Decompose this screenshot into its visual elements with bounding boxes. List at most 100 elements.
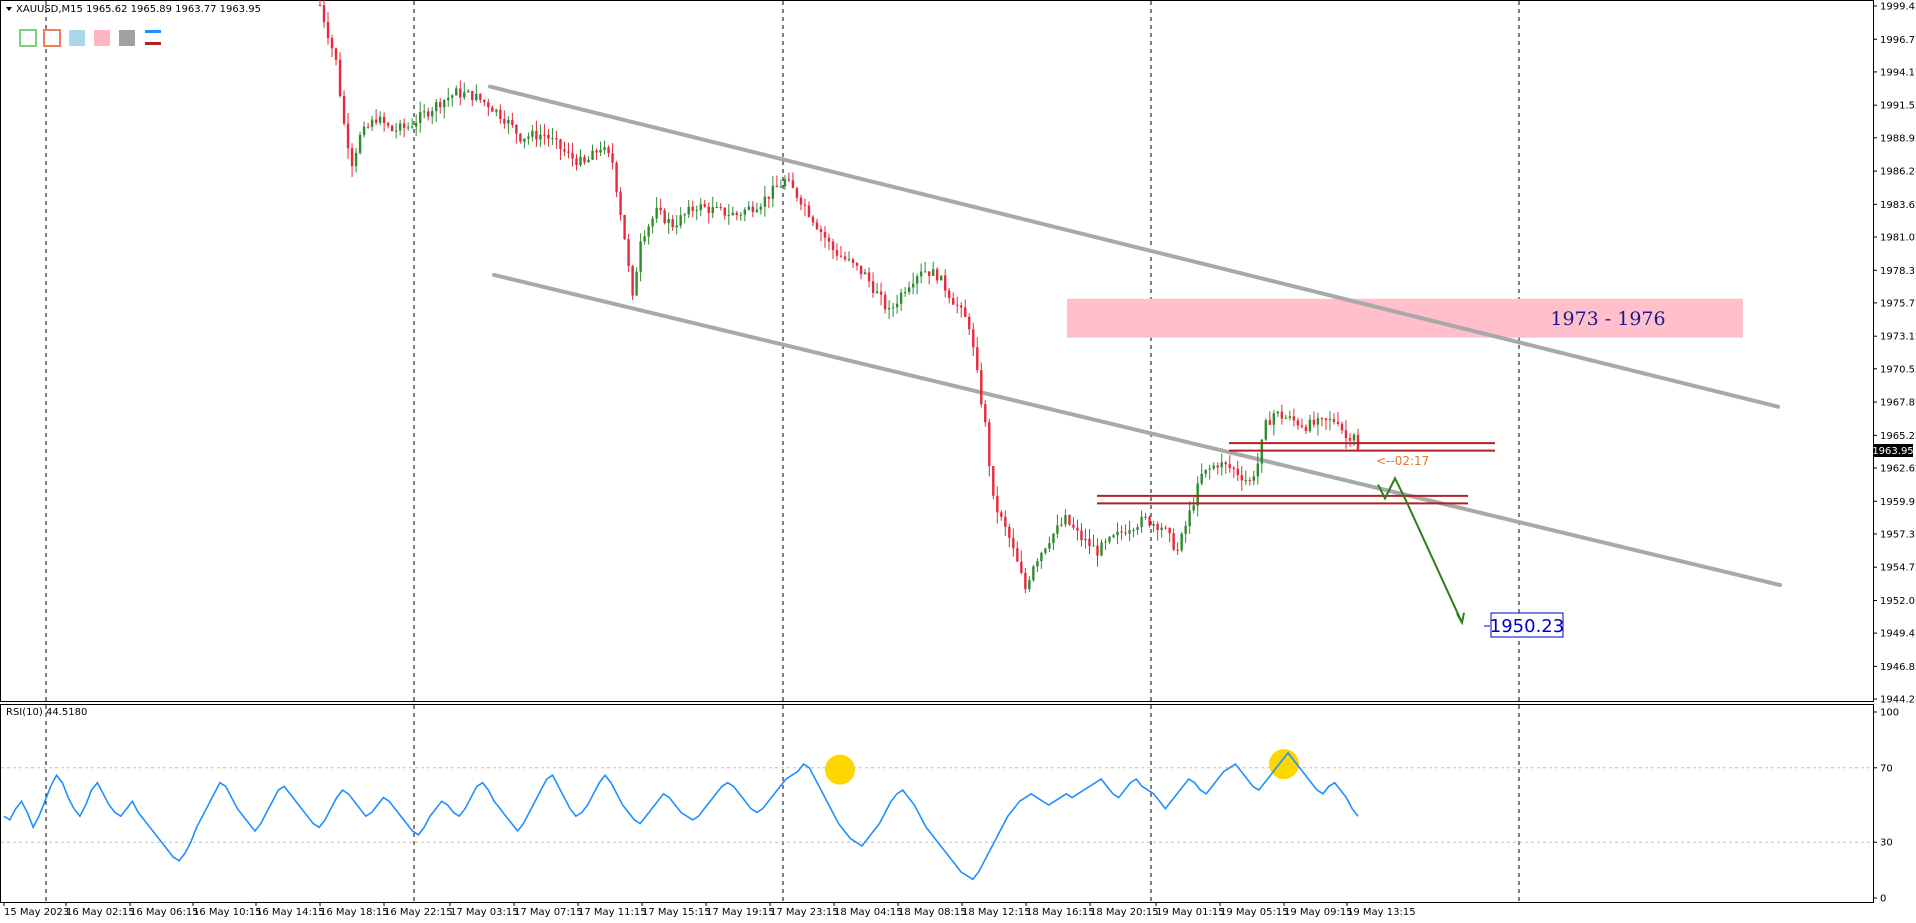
candle-body <box>1280 411 1284 419</box>
time-tick-label: 18 May 20:15 <box>1090 907 1159 918</box>
candle <box>1200 463 1203 486</box>
rsi-highlight-marker[interactable] <box>1269 749 1299 780</box>
candle <box>939 275 943 281</box>
candle <box>599 141 602 156</box>
rsi-tick-label: 70 <box>1880 763 1893 774</box>
candle <box>791 172 795 189</box>
color-swatch-button[interactable] <box>19 29 37 47</box>
candle-body <box>787 179 791 181</box>
candle <box>398 119 402 136</box>
candle <box>1188 501 1191 534</box>
candle <box>543 123 546 145</box>
candle <box>342 90 346 126</box>
candle-body <box>523 138 526 142</box>
candle-body <box>1048 543 1051 549</box>
resistance-zone[interactable] <box>1067 298 1743 338</box>
candle-body <box>891 307 895 309</box>
candle-body <box>386 123 390 126</box>
candle <box>651 215 654 234</box>
zone-rect[interactable] <box>1067 298 1743 338</box>
candle <box>1008 523 1011 548</box>
candle <box>326 12 330 45</box>
bar-timer-label: <--02:17 <box>1376 454 1429 468</box>
color-swatch-button[interactable] <box>69 30 85 46</box>
candle <box>431 106 434 125</box>
candle-body <box>980 370 983 405</box>
candle <box>1256 452 1260 485</box>
candle-body <box>948 290 951 299</box>
candle-body <box>659 207 662 211</box>
candle <box>895 294 899 314</box>
color-swatch-button[interactable] <box>43 29 61 47</box>
candle <box>607 145 610 158</box>
candle <box>903 287 907 298</box>
candle-body <box>976 347 979 371</box>
color-swatch-button[interactable] <box>94 30 110 46</box>
candle <box>1028 576 1031 592</box>
candle <box>583 154 586 165</box>
candle <box>931 261 935 277</box>
candle-body <box>475 93 478 101</box>
candle <box>739 211 743 221</box>
candle-body <box>1200 473 1203 484</box>
candle-body <box>1300 425 1304 427</box>
candle <box>575 154 578 171</box>
candle <box>635 267 638 296</box>
time-tick-label: 17 May 15:15 <box>642 907 711 918</box>
projection-arrow[interactable] <box>1377 476 1465 626</box>
candle-body <box>1320 418 1324 420</box>
candle-body <box>863 272 867 275</box>
candle <box>992 466 995 500</box>
descending-channel[interactable] <box>488 84 1782 588</box>
line-style-icon[interactable] <box>145 30 161 33</box>
candle <box>382 112 386 132</box>
candle <box>1108 535 1111 545</box>
candle-body <box>627 239 630 266</box>
candle <box>1132 527 1135 538</box>
candle <box>1020 550 1023 575</box>
candle-body <box>479 93 482 100</box>
price-tick-label: 1991.52 <box>1880 101 1916 112</box>
candle <box>763 185 767 217</box>
channel-upper-line[interactable] <box>488 84 1780 409</box>
drawing-toolbar[interactable] <box>19 29 161 47</box>
line-style-icon[interactable] <box>145 42 161 45</box>
candle <box>743 207 747 222</box>
candle <box>1324 417 1328 431</box>
candle <box>807 201 811 218</box>
candle <box>1104 538 1107 551</box>
candle <box>1332 413 1336 425</box>
projection-path[interactable] <box>1377 476 1463 624</box>
candle <box>691 200 694 218</box>
candle <box>1272 410 1276 436</box>
candle <box>571 142 574 167</box>
candle-body <box>1228 464 1231 468</box>
time-tick-label: 17 May 03:15 <box>450 907 519 918</box>
rsi-highlight-marker[interactable] <box>825 754 855 785</box>
support-levels[interactable] <box>1097 442 1495 505</box>
target-price-box[interactable]: 1950.23 <box>1484 612 1564 638</box>
symbol-header: XAUUSD,M15 1965.62 1965.89 1963.77 1963.… <box>6 4 261 15</box>
price-tick-label: 1962.62 <box>1880 464 1916 475</box>
candle <box>547 129 550 147</box>
rsi-panel-frame <box>0 704 1874 903</box>
candle-body <box>571 152 574 159</box>
color-swatch-button[interactable] <box>119 30 135 46</box>
candle-body <box>847 259 851 261</box>
candle-body <box>1328 419 1332 421</box>
candle-body <box>915 276 919 284</box>
candle <box>487 98 490 117</box>
candle-body <box>795 188 799 198</box>
candle <box>1244 470 1247 486</box>
candle <box>334 47 338 66</box>
candle <box>346 112 350 160</box>
candle-body <box>583 156 586 163</box>
candle <box>390 124 394 132</box>
candle-body <box>1160 527 1163 531</box>
dropdown-triangle-icon[interactable] <box>6 7 12 11</box>
candle <box>719 203 722 211</box>
candle <box>1136 523 1139 535</box>
channel-lower-line[interactable] <box>492 272 1782 588</box>
candle-body <box>563 149 566 152</box>
